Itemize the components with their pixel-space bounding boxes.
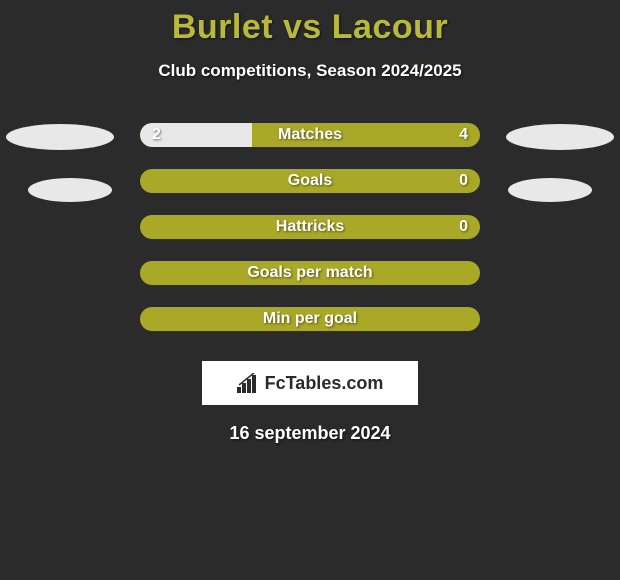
stat-left-value: 2 <box>152 126 161 144</box>
comparison-widget: Burlet vs Lacour Club competitions, Seas… <box>0 0 620 580</box>
stat-row: Goals per match <box>0 261 620 285</box>
brand-box[interactable]: FcTables.com <box>202 361 418 405</box>
bars-chart-icon <box>237 373 261 393</box>
stat-right-value: 4 <box>459 126 468 144</box>
brand-inner: FcTables.com <box>237 373 384 394</box>
stat-row: Hattricks 0 <box>0 215 620 239</box>
stat-bar-track: Matches 2 4 <box>140 123 480 147</box>
stat-label: Min per goal <box>263 310 357 328</box>
stat-label: Goals per match <box>247 264 372 282</box>
stat-label: Matches <box>278 126 342 144</box>
page-title: Burlet vs Lacour <box>172 8 448 47</box>
stat-label: Goals <box>288 172 332 190</box>
placeholder-ellipse <box>6 124 114 150</box>
placeholder-ellipse <box>508 178 592 202</box>
stat-bar-track: Goals per match <box>140 261 480 285</box>
stat-right-value: 0 <box>459 172 468 190</box>
subtitle: Club competitions, Season 2024/2025 <box>158 61 461 81</box>
stat-bar-track: Hattricks 0 <box>140 215 480 239</box>
stat-row: Min per goal <box>0 307 620 331</box>
brand-text: FcTables.com <box>265 373 384 394</box>
stat-bar-track: Min per goal <box>140 307 480 331</box>
stat-bar-track: Goals 0 <box>140 169 480 193</box>
stats-area: Matches 2 4 Goals 0 Hattricks 0 Goals per match… <box>0 123 620 353</box>
placeholder-ellipse <box>28 178 112 202</box>
placeholder-ellipse <box>506 124 614 150</box>
date-text: 16 september 2024 <box>229 423 390 444</box>
stat-right-value: 0 <box>459 218 468 236</box>
stat-label: Hattricks <box>276 218 344 236</box>
